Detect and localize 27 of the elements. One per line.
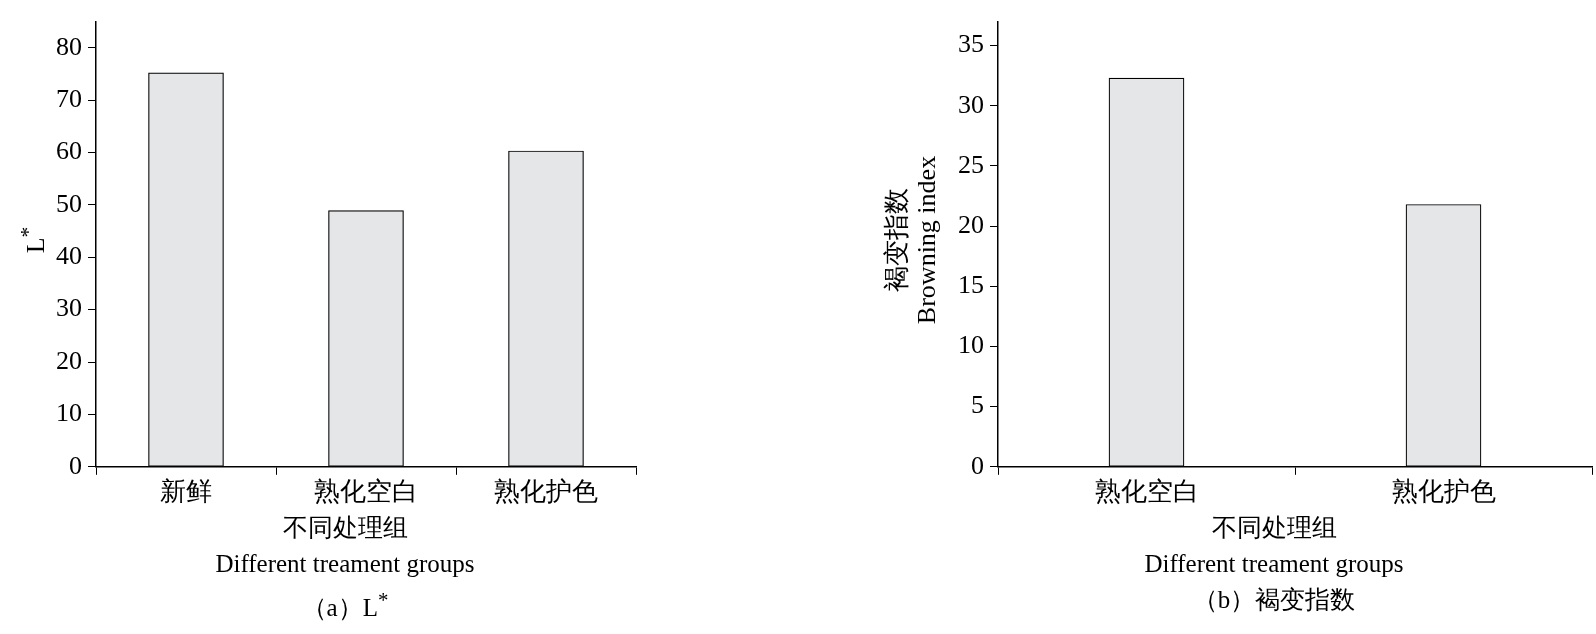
x-tick-label: 熟化护色 (1391, 477, 1496, 507)
y-tick-label: 0 (971, 450, 984, 480)
y-tick-label: 40 (56, 241, 82, 271)
x-axis-title: 不同处理组 Different treament groups (1143, 513, 1405, 579)
y-tick-label: 10 (56, 398, 82, 428)
y-tick-label: 25 (958, 149, 984, 179)
y-tick-label: 10 (958, 330, 984, 360)
y-tick-label: 5 (971, 390, 984, 420)
y-tick-label: 0 (69, 450, 82, 480)
x-axis-title: 不同处理组 Different treament groups (214, 513, 476, 579)
y-tick-label: 20 (958, 209, 984, 239)
y-tick-label: 35 (958, 29, 984, 59)
y-tick-label: 30 (958, 89, 984, 119)
x-tick-label: 熟化空白 (1094, 477, 1199, 507)
y-tick-label: 30 (56, 293, 82, 323)
y-tick-label: 50 (56, 188, 82, 218)
y-tick-label: 80 (56, 31, 82, 61)
text: （a）L$^{*}$ (300, 587, 390, 624)
y-tick-label: 15 (958, 270, 984, 300)
y-tick-label: 70 (56, 83, 82, 113)
x-tick-label: 新鲜 (160, 477, 212, 507)
x-tick-label: 熟化空白 (314, 477, 418, 507)
y-axis-title: 褐变指数 Browning index (882, 155, 942, 325)
x-tick-label: 熟化护色 (494, 477, 598, 507)
y-tick-label: 60 (56, 136, 82, 166)
text: （b）褐变指数 (1191, 585, 1357, 615)
y-tick-label: 20 (56, 345, 82, 375)
